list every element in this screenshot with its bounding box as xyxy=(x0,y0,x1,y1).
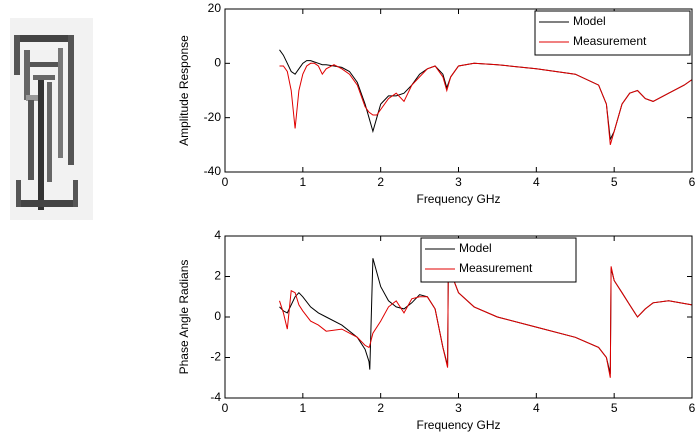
antenna-image xyxy=(10,18,93,220)
x-tick-label: 0 xyxy=(222,175,229,189)
x-tick-label: 6 xyxy=(689,401,696,415)
x-tick-label: 0 xyxy=(222,401,229,415)
x-tick-label: 2 xyxy=(377,175,384,189)
x-tick-label: 2 xyxy=(377,401,384,415)
x-tick-label: 1 xyxy=(299,175,306,189)
y-tick-label: -2 xyxy=(210,350,221,364)
y-tick-label: -40 xyxy=(204,164,222,178)
legend-label: Measurement xyxy=(573,34,647,48)
legend-label: Model xyxy=(459,241,492,255)
legend-box xyxy=(534,10,691,56)
y-tick-label: 0 xyxy=(214,56,221,70)
x-tick-label: 6 xyxy=(689,175,696,189)
y-axis-label: Amplitude Response xyxy=(177,35,191,146)
legend: Model Measurement xyxy=(534,10,691,56)
legend-label: Measurement xyxy=(459,261,533,275)
x-tick-label: 1 xyxy=(299,401,306,415)
legend-label: Model xyxy=(573,14,606,28)
axes-frame xyxy=(224,235,693,399)
y-tick-label: 2 xyxy=(214,269,221,283)
y-tick-label: 0 xyxy=(214,309,221,323)
axes-frame xyxy=(224,8,693,173)
data-line xyxy=(279,62,693,145)
x-tick-label: 5 xyxy=(611,175,618,189)
y-tick-label: -20 xyxy=(204,110,222,124)
legend: Model Measurement xyxy=(420,237,577,283)
x-tick-label: 4 xyxy=(533,175,540,189)
data-line xyxy=(279,256,693,378)
x-axis-label: Frequency GHz xyxy=(416,418,500,432)
y-tick-label: 4 xyxy=(214,228,221,242)
x-axis-label: Frequency GHz xyxy=(416,192,500,206)
x-tick-label: 5 xyxy=(611,401,618,415)
legend-box xyxy=(420,237,577,283)
y-axis-label: Phase Angle Radians xyxy=(177,260,191,375)
x-tick-label: 3 xyxy=(455,175,462,189)
x-tick-label: 3 xyxy=(455,401,462,415)
x-tick-label: 4 xyxy=(533,401,540,415)
y-tick-label: 20 xyxy=(208,1,222,15)
y-tick-label: -4 xyxy=(210,390,221,404)
